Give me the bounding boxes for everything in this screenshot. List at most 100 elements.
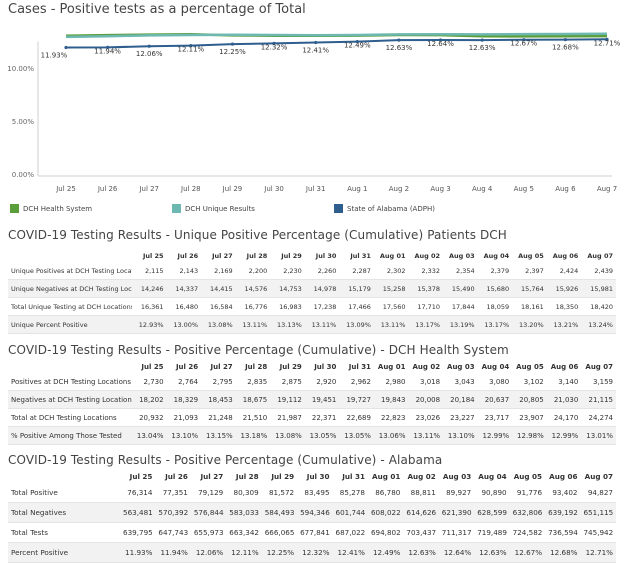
table-cell: 12.63% bbox=[479, 548, 507, 557]
table-cell: 21,115 bbox=[588, 395, 614, 404]
column-header: Jul 25 bbox=[142, 251, 164, 260]
data-label: 12.11% bbox=[177, 46, 204, 54]
legend-item-dch-health-system[interactable]: DCH Health System bbox=[10, 204, 92, 213]
series-line-state-of-alabama-adph bbox=[65, 38, 608, 49]
data-point bbox=[397, 38, 401, 42]
table-cell: 23,227 bbox=[450, 413, 475, 422]
line-chart: 10.00% 5.00% 0.00% Jul 25 Jul 26 Jul 27 Jul 28… bbox=[7, 32, 621, 193]
column-header: Aug 01 bbox=[377, 362, 406, 371]
data-point bbox=[355, 40, 359, 44]
data-label: 12.06% bbox=[136, 50, 163, 58]
table-cell: 14,337 bbox=[175, 284, 199, 293]
table-cell: 80,309 bbox=[233, 488, 259, 497]
column-header: Jul 27 bbox=[212, 251, 233, 260]
column-header: Jul 31 bbox=[350, 251, 371, 260]
table-cell: 18,675 bbox=[242, 395, 268, 404]
section-title-dch-health-system: COVID-19 Testing Results - Positive Perc… bbox=[8, 343, 509, 357]
table-cell: 719,489 bbox=[477, 528, 507, 537]
column-header: Aug 01 bbox=[379, 251, 406, 260]
row-label: Total Tests bbox=[11, 528, 48, 537]
table-cell: 16,361 bbox=[140, 302, 164, 311]
x-tick-label: Aug 3 bbox=[430, 185, 450, 193]
column-header: Jul 27 bbox=[200, 472, 224, 481]
table-cell: 19,451 bbox=[311, 395, 337, 404]
data-label: 12.63% bbox=[386, 44, 413, 52]
column-header: Jul 29 bbox=[281, 251, 302, 260]
column-header: Jul 28 bbox=[235, 472, 259, 481]
table-cell: 2,875 bbox=[281, 377, 302, 386]
data-label: 11.93% bbox=[41, 52, 68, 60]
table-cell: 90,890 bbox=[481, 488, 507, 497]
table-cell: 2,424 bbox=[559, 266, 579, 275]
table-cell: 576,844 bbox=[193, 508, 224, 517]
table-cell: 12.71% bbox=[585, 548, 613, 557]
table-cell: 2,354 bbox=[456, 266, 475, 275]
table-cell: 584,493 bbox=[264, 508, 295, 517]
section-title-alabama: COVID-19 Testing Results - Positive Perc… bbox=[8, 453, 443, 467]
table-cell: 20,932 bbox=[139, 413, 164, 422]
table-cell: 3,018 bbox=[420, 377, 441, 386]
table-cell: 655,973 bbox=[193, 528, 224, 537]
x-tick-label: Jul 31 bbox=[305, 185, 326, 193]
table-cell: 12.32% bbox=[302, 548, 330, 557]
table-cell: 13.06% bbox=[378, 431, 406, 440]
legend-item-state-of-alabama[interactable]: State of Alabama (ADPH) bbox=[334, 204, 435, 213]
row-label: Total Positive bbox=[11, 488, 58, 497]
header-cell-empty bbox=[8, 360, 132, 373]
table-cell: 563,481 bbox=[123, 508, 153, 517]
data-label: 12.49% bbox=[344, 42, 371, 50]
data-label: 12.71% bbox=[594, 39, 621, 47]
column-header: Jul 26 bbox=[175, 362, 199, 371]
row-label: % Positive Among Those Tested bbox=[11, 431, 122, 440]
table-cell: 3,080 bbox=[489, 377, 510, 386]
column-header: Aug 03 bbox=[447, 362, 475, 371]
x-tick-label: Jul 26 bbox=[97, 185, 118, 193]
table-cell: 13.11% bbox=[311, 320, 337, 329]
table-cell: 13.13% bbox=[277, 320, 302, 329]
row-label: Positives at DCH Testing Locations bbox=[11, 377, 131, 386]
legend-swatch bbox=[10, 204, 19, 213]
table-cell: 15,981 bbox=[590, 284, 613, 293]
table-cell: 677,841 bbox=[300, 528, 330, 537]
x-tick-label: Jul 27 bbox=[138, 185, 159, 193]
column-header: Aug 07 bbox=[585, 362, 613, 371]
table-cell: 2,980 bbox=[385, 377, 406, 386]
table-cell: 2,379 bbox=[490, 266, 510, 275]
table-cell: 614,626 bbox=[406, 508, 437, 517]
table-cell: 12.49% bbox=[372, 548, 401, 557]
column-header: Aug 04 bbox=[481, 362, 510, 371]
table-cell: 17,238 bbox=[313, 302, 337, 311]
column-header: Aug 07 bbox=[584, 472, 613, 481]
table-cell: 20,805 bbox=[519, 395, 544, 404]
column-header: Jul 26 bbox=[177, 251, 199, 260]
column-header: Jul 31 bbox=[342, 472, 365, 481]
column-header: Aug 06 bbox=[552, 251, 579, 260]
table-cell: 20,184 bbox=[450, 395, 475, 404]
table-cell: 12.64% bbox=[443, 548, 472, 557]
x-tick-label: Jul 28 bbox=[180, 185, 201, 193]
data-point bbox=[605, 37, 609, 41]
row-label: Unique Negatives at DCH Testing Location… bbox=[11, 284, 132, 293]
table-cell: 93,402 bbox=[552, 488, 578, 497]
table-row: Percent Positive 11.93% 11.94% 12.06% 12.11%… bbox=[8, 542, 616, 563]
column-header: Jul 27 bbox=[210, 362, 233, 371]
table-cell: 703,437 bbox=[406, 528, 437, 537]
header-cell-empty bbox=[8, 470, 120, 483]
table-unique-dch: Jul 25 Jul 26 Jul 27 Jul 28 Jul 29 Jul 30 Jul … bbox=[8, 249, 616, 334]
table-cell: 79,129 bbox=[198, 488, 224, 497]
table-cell: 2,302 bbox=[386, 266, 406, 275]
column-header: Aug 03 bbox=[442, 472, 472, 481]
table-cell: 83,495 bbox=[304, 488, 330, 497]
table-cell: 13.05% bbox=[344, 431, 371, 440]
column-header: Aug 05 bbox=[513, 472, 543, 481]
table-cell: 13.09% bbox=[346, 320, 371, 329]
table-cell: 12.98% bbox=[517, 431, 544, 440]
data-label: 12.63% bbox=[469, 44, 496, 52]
table-cell: 13.00% bbox=[173, 320, 199, 329]
table-cell: 94,827 bbox=[587, 488, 613, 497]
table-cell: 13.11% bbox=[413, 431, 441, 440]
legend-item-dch-unique-results[interactable]: DCH Unique Results bbox=[172, 204, 255, 213]
table-cell: 20,008 bbox=[415, 395, 441, 404]
table-cell: 736,594 bbox=[548, 528, 578, 537]
table-cell: 88,811 bbox=[410, 488, 436, 497]
